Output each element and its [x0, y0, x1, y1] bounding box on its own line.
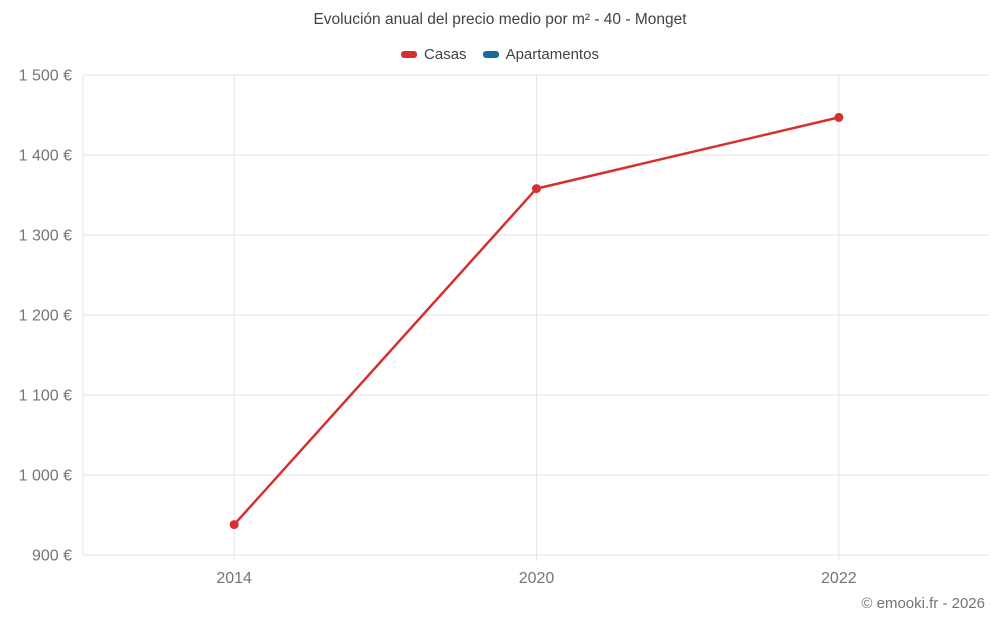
y-tick-label: 1 500 € [19, 68, 72, 85]
chart-legend: Casas Apartamentos [0, 46, 1000, 63]
chart-title: Evolución anual del precio medio por m² … [313, 11, 687, 28]
x-tick-label: 2014 [216, 570, 252, 587]
y-tick-label: 1 300 € [19, 228, 72, 245]
legend-swatch-casas [401, 51, 418, 58]
y-tick-label: 1 100 € [19, 388, 72, 405]
data-point-casas-2022[interactable] [834, 112, 844, 122]
x-tick-label: 2020 [519, 570, 555, 587]
y-tick-label: 900 € [32, 548, 72, 565]
y-tick-label: 1 200 € [19, 308, 72, 325]
data-point-casas-2020[interactable] [532, 184, 541, 194]
y-tick-label: 1 000 € [19, 468, 72, 485]
legend-swatch-apartamentos [482, 51, 499, 58]
legend-label-casas: Casas [424, 46, 467, 63]
legend-item-apartamentos[interactable]: Apartamentos [482, 46, 599, 63]
x-tick-label: 2022 [821, 570, 857, 587]
legend-item-casas[interactable]: Casas [401, 46, 467, 63]
data-point-casas-2014[interactable] [229, 520, 239, 530]
copyright-note: © emooki.fr - 2026 [861, 595, 985, 612]
legend-label-apartamentos: Apartamentos [505, 46, 599, 63]
y-tick-label: 1 400 € [19, 148, 72, 165]
